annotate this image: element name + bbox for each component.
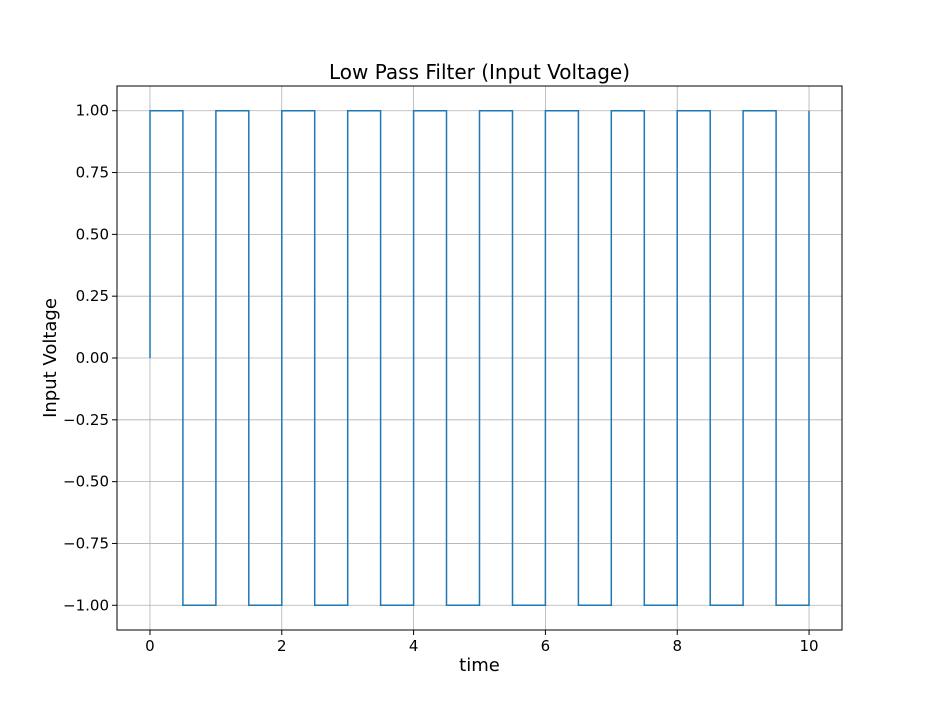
- x-tick-label: 10: [799, 637, 818, 655]
- y-tick-label: 1.00: [76, 102, 109, 120]
- series-line: [149, 109, 810, 607]
- y-tick-label: 0.00: [76, 349, 109, 367]
- y-tick-label: −0.75: [63, 534, 109, 552]
- x-tick-label: 8: [672, 637, 682, 655]
- x-tick-label: 4: [409, 637, 419, 655]
- y-tick-label: 0.25: [76, 287, 109, 305]
- y-tick-label: −0.25: [63, 411, 109, 429]
- x-tick-label: 0: [145, 637, 155, 655]
- y-axis-label: Input Voltage: [40, 298, 61, 418]
- y-tick-label: −1.00: [63, 596, 109, 614]
- y-tick-label: 0.75: [76, 164, 109, 182]
- y-tick-label: −0.50: [63, 473, 109, 491]
- chart-title: Low Pass Filter (Input Voltage): [329, 60, 630, 84]
- series-layer: [149, 109, 810, 607]
- y-tick-label: 0.50: [76, 225, 109, 243]
- x-axis-label: time: [459, 655, 500, 676]
- x-tick-label: 6: [541, 637, 551, 655]
- tick-layer: 0 2 4 6 8 10 1.00 0.75 0.50 0.25 0.00 −0.25 −0.50 −0.…: [63, 102, 819, 655]
- x-tick-label: 2: [277, 637, 287, 655]
